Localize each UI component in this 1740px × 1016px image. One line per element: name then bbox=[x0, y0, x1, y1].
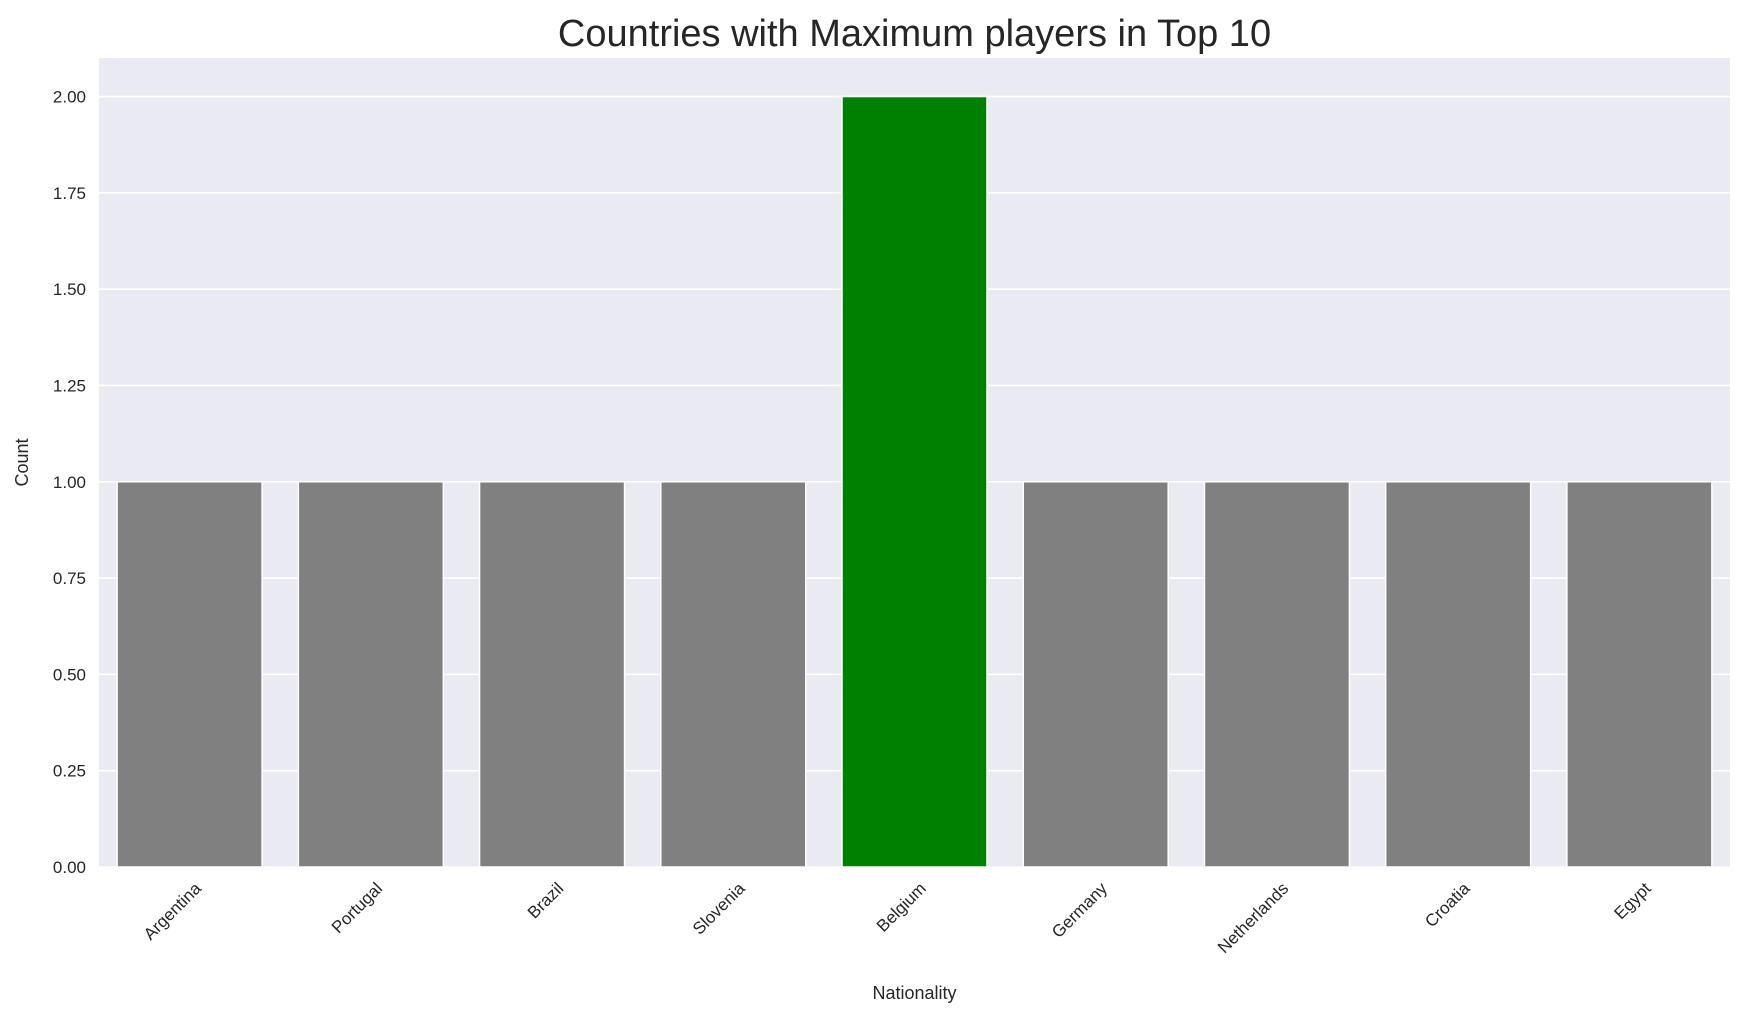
chart-title: Countries with Maximum players in Top 10 bbox=[558, 13, 1271, 55]
bars bbox=[116, 95, 1713, 868]
y-tick-label: 0.75 bbox=[53, 569, 86, 588]
x-tick-label: Croatia bbox=[1421, 879, 1474, 932]
y-tick-label: 0.50 bbox=[53, 665, 86, 684]
x-tick-label: Portugal bbox=[328, 879, 386, 937]
bar-brazil bbox=[478, 481, 626, 868]
bar-egypt bbox=[1566, 481, 1713, 868]
y-axis-label: Count bbox=[12, 438, 32, 486]
bar-argentina bbox=[116, 481, 263, 868]
y-tick-label: 1.50 bbox=[53, 280, 86, 299]
x-tick-label: Belgium bbox=[873, 879, 930, 936]
y-tick-label: 0.00 bbox=[53, 858, 86, 877]
y-tick-label: 1.25 bbox=[53, 376, 86, 395]
y-tick-label: 0.25 bbox=[53, 762, 86, 781]
x-axis-ticks: Argentina Portugal Brazil Slovenia Belgium Ge… bbox=[140, 878, 1655, 957]
x-tick-label: Germany bbox=[1048, 879, 1111, 942]
x-tick-label: Argentina bbox=[140, 878, 205, 943]
bar-netherlands bbox=[1203, 481, 1351, 868]
x-tick-label: Slovenia bbox=[689, 878, 749, 938]
y-tick-label: 1.00 bbox=[53, 473, 86, 492]
bar-belgium bbox=[841, 95, 988, 868]
x-tick-label: Brazil bbox=[524, 879, 567, 922]
x-axis-label: Nationality bbox=[872, 983, 956, 1003]
bar-portugal bbox=[297, 481, 445, 868]
y-axis-ticks: 0.00 0.25 0.50 0.75 1.00 1.25 1.50 1.75 2.00 bbox=[53, 88, 86, 877]
bar-croatia bbox=[1384, 481, 1532, 868]
y-tick-label: 1.75 bbox=[53, 184, 86, 203]
bar-germany bbox=[1022, 481, 1169, 868]
bar-slovenia bbox=[660, 481, 807, 868]
x-tick-label: Egypt bbox=[1611, 879, 1655, 923]
y-tick-label: 2.00 bbox=[53, 88, 86, 107]
x-tick-label: Netherlands bbox=[1214, 879, 1292, 957]
